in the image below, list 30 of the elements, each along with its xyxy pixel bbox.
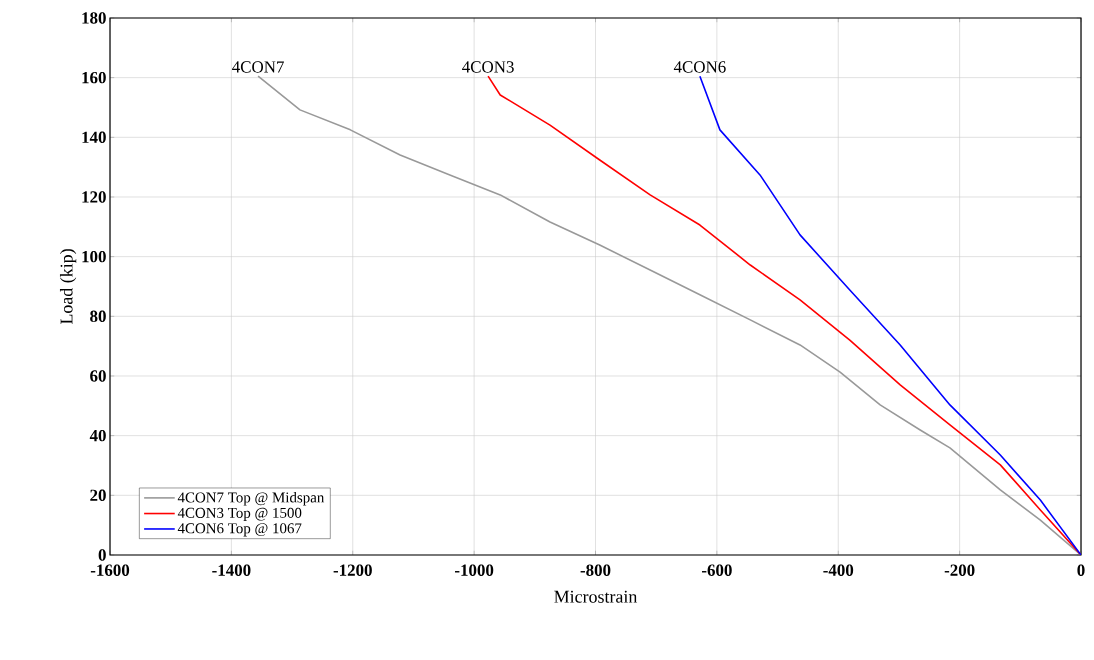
x-tick-label: -400 [823,564,854,576]
x-tick-label: -1400 [212,564,251,576]
legend-label: 4CON3 Top @ 1500 [177,507,302,521]
y-tick-label: 160 [82,71,106,84]
legend-label: 4CON6 Top @ 1067 [177,523,302,537]
y-tick-label: 0 [98,549,106,561]
x-tick-label: -800 [580,564,611,576]
x-tick-label: -1000 [455,564,494,576]
y-tick-label: 180 [82,12,106,24]
annotation: 4CON6 [673,61,726,73]
x-tick-label: -600 [701,564,732,576]
annotation: 4CON3 [462,61,514,73]
y-tick-label: 60 [90,370,106,382]
y-tick-label: 40 [89,429,106,442]
y-axis-title: Load (kip) [59,249,77,325]
y-tick-label: 140 [82,131,106,144]
x-tick-label: -200 [944,564,975,576]
x-tick-label: 0 [1077,564,1085,576]
annotation: 4CON7 [232,61,284,73]
line-series [257,75,1082,555]
x-tick-label: -1600 [90,564,130,576]
x-axis-title: Microstrain [554,590,638,603]
y-tick-label: 80 [90,310,106,323]
y-tick-label: 100 [82,250,106,263]
y-tick-label: 20 [90,489,106,502]
x-tick-label: -1200 [333,564,372,576]
legend-label: 4CON7 Top @ Midspan [177,491,325,506]
y-tick-label: 120 [82,191,106,203]
line-series [487,75,1082,555]
line-series [699,75,1082,555]
